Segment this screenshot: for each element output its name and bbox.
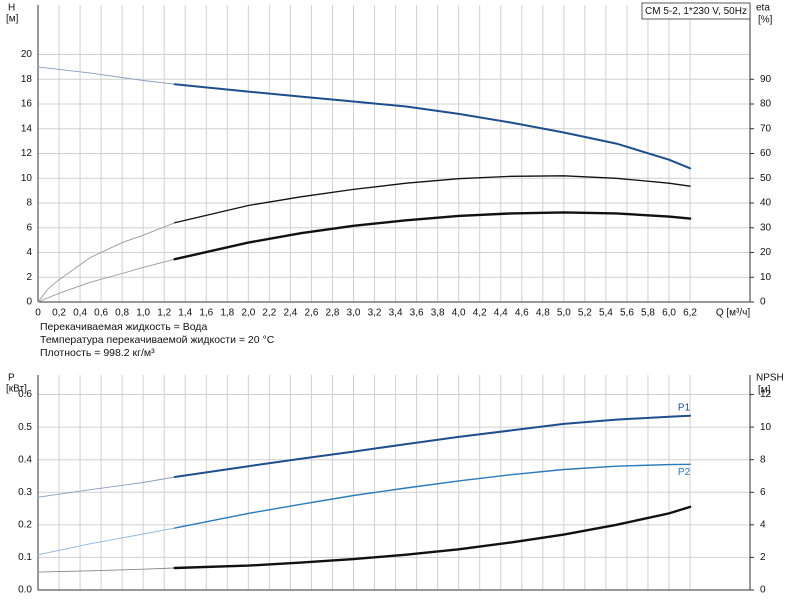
y2-tick-label: 12	[760, 389, 772, 400]
y-axis-unit: [кВт]	[6, 384, 27, 395]
y-axis-label: H	[8, 3, 15, 14]
x-tick-label: 3,0	[347, 308, 361, 319]
y2-tick-label: 0	[760, 585, 766, 596]
curve	[37, 527, 176, 556]
y2-tick-label: 80	[760, 99, 772, 110]
y2-axis-unit: [м]	[758, 385, 771, 396]
y-tick-label: 0.3	[18, 487, 32, 498]
y2-tick-label: 4	[760, 519, 766, 530]
y-tick-label: 8	[26, 198, 32, 209]
y2-axis-label: eta	[756, 3, 770, 14]
x-tick-label: 0,8	[115, 308, 129, 319]
y2-tick-label: 0	[760, 297, 766, 308]
x-tick-label: 3,8	[431, 308, 445, 319]
x-tick-label: 1,6	[199, 308, 213, 319]
x-tick-label: 1,2	[157, 308, 171, 319]
x-tick-label: 1,8	[220, 308, 234, 319]
x-tick-label: 6,0	[662, 308, 676, 319]
curve	[37, 258, 176, 303]
x-tick-label: 2,8	[326, 308, 340, 319]
curve	[37, 567, 176, 573]
y-tick-label: 20	[21, 49, 33, 60]
y-tick-label: 0	[26, 297, 32, 308]
x-tick-label: 2,0	[241, 308, 255, 319]
curve	[37, 476, 176, 498]
curve	[37, 222, 176, 303]
y2-tick-label: 10	[760, 272, 772, 283]
y2-tick-label: 50	[760, 173, 772, 184]
y2-tick-label: 10	[760, 422, 772, 433]
x-tick-label: 4,6	[515, 308, 529, 319]
y-tick-label: 14	[21, 123, 33, 134]
curve-label: P1	[678, 402, 691, 413]
x-tick-label: 6,2	[683, 308, 697, 319]
y-tick-label: 0.6	[18, 389, 32, 400]
y2-tick-label: 8	[760, 454, 766, 465]
y-tick-label: 4	[26, 247, 32, 258]
y2-tick-label: 60	[760, 148, 772, 159]
x-tick-label: 4,4	[494, 308, 508, 319]
curve-label: P2	[678, 467, 691, 478]
x-tick-label: 5,2	[578, 308, 592, 319]
x-tick-label: 3,6	[410, 308, 424, 319]
x-tick-label: 0,4	[73, 308, 87, 319]
curve	[173, 414, 692, 478]
x-tick-label: 4,0	[452, 308, 466, 319]
x-tick-label: 0	[35, 308, 41, 319]
note: Температура перекачиваемой жидкости = 20…	[40, 334, 275, 346]
y2-tick-label: 30	[760, 222, 772, 233]
x-tick-label: 5,8	[641, 308, 655, 319]
note: Перекачиваемая жидкость = Вода	[40, 321, 207, 333]
y-tick-label: 6	[26, 222, 32, 233]
y-tick-label: 0.2	[18, 519, 32, 530]
y-tick-label: 2	[26, 272, 32, 283]
x-tick-label: 4,8	[536, 308, 550, 319]
x-tick-label: 3,4	[389, 308, 403, 319]
y2-axis-unit: [%]	[758, 15, 773, 26]
chart-title: CM 5-2, 1*230 V, 50Hz	[645, 6, 747, 17]
y-tick-label: 0.1	[18, 552, 32, 563]
curve	[174, 463, 691, 529]
curve	[173, 83, 692, 170]
y2-tick-label: 6	[760, 487, 766, 498]
curve	[173, 505, 692, 570]
y2-tick-label: 2	[760, 552, 766, 563]
x-tick-label: 1,0	[136, 308, 150, 319]
y-tick-label: 0.0	[18, 585, 32, 596]
title-box	[641, 2, 751, 20]
x-tick-label: 2,6	[304, 308, 318, 319]
y-tick-label: 0.4	[18, 454, 32, 465]
x-tick-label: 0,2	[52, 308, 66, 319]
y-axis-unit: [м]	[6, 14, 19, 25]
x-tick-label: 0,6	[94, 308, 108, 319]
curve	[174, 175, 691, 224]
y2-axis-label: NPSH	[756, 373, 784, 384]
x-tick-label: 1,4	[178, 308, 192, 319]
y2-tick-label: 70	[760, 123, 772, 134]
y2-tick-label: 20	[760, 247, 772, 258]
y-tick-label: 16	[21, 99, 33, 110]
y-tick-label: 10	[21, 173, 33, 184]
x-tick-label: 2,2	[262, 308, 276, 319]
x-tick-label: 4,2	[473, 308, 487, 319]
x-tick-label: 2,4	[283, 308, 297, 319]
curve	[37, 66, 176, 85]
x-tick-label: 5,0	[557, 308, 571, 319]
curve	[173, 211, 692, 261]
x-tick-label: 5,4	[599, 308, 613, 319]
y2-tick-label: 90	[760, 74, 772, 85]
y-tick-label: 0.5	[18, 422, 32, 433]
y-tick-label: 18	[21, 74, 33, 85]
x-tick-label: 5,6	[620, 308, 634, 319]
note: Плотность = 998.2 кг/м³	[40, 347, 155, 359]
y-axis-label: P	[8, 373, 15, 384]
y-tick-label: 12	[21, 148, 33, 159]
x-axis-label: Q [м³/ч]	[716, 308, 751, 319]
y2-tick-label: 40	[760, 198, 772, 209]
x-tick-label: 3,2	[368, 308, 382, 319]
